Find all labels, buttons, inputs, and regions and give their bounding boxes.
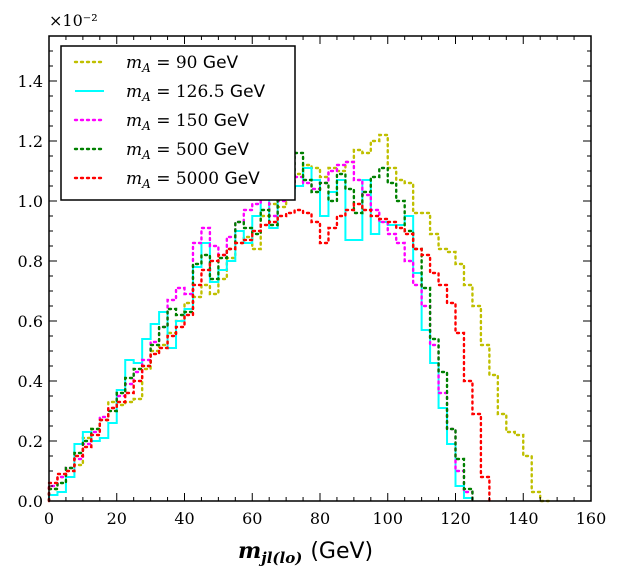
y-tick-label: 0.8 — [18, 252, 43, 271]
legend-label-1: mA = 126.5 GeV — [126, 82, 266, 104]
y-tick-label: 0.4 — [18, 372, 43, 391]
y-tick-label: 0.2 — [18, 432, 43, 451]
y-tick-label: 1.4 — [18, 72, 43, 91]
y-tick-label: 0.0 — [18, 492, 43, 511]
x-tick-label: 140 — [508, 509, 539, 528]
x-tick-label: 120 — [440, 509, 471, 528]
y-tick-label: 1.0 — [18, 192, 43, 211]
x-tick-label: 0 — [44, 509, 54, 528]
series-line-3 — [47, 151, 474, 503]
x-tick-label: 80 — [310, 509, 330, 528]
x-tick-label: 40 — [174, 509, 194, 528]
x-tick-label: 60 — [242, 509, 262, 528]
x-tick-label: 20 — [107, 509, 127, 528]
legend-label-0: mA = 90 GeV — [126, 53, 239, 75]
legend-label-3: mA = 500 GeV — [126, 140, 249, 162]
legend-label-4: mA = 5000 GeV — [126, 169, 260, 191]
legend-label-2: mA = 150 GeV — [126, 111, 249, 133]
x-axis-title-text: mjl(lo) (GeV) — [238, 538, 373, 567]
tick-layer: 0 20 40 60 80 100 120 140 160 0.0 0.2 0.4 0.6 0.8 1.0 1… — [18, 36, 607, 528]
series-line-4 — [47, 202, 491, 503]
x-tick-label: 100 — [372, 509, 403, 528]
legend-box — [60, 45, 296, 201]
x-tick-label: 160 — [576, 509, 607, 528]
y-tick-label: 0.6 — [18, 312, 43, 331]
legend: mA = 90 GeV mA = 126.5 GeV mA = 150 GeV mA … — [60, 45, 296, 201]
y-axis-multiplier: ×10⁻² — [49, 11, 98, 30]
x-axis-title: mjl(lo) (GeV) — [238, 538, 373, 567]
y-tick-label: 1.2 — [18, 132, 43, 151]
